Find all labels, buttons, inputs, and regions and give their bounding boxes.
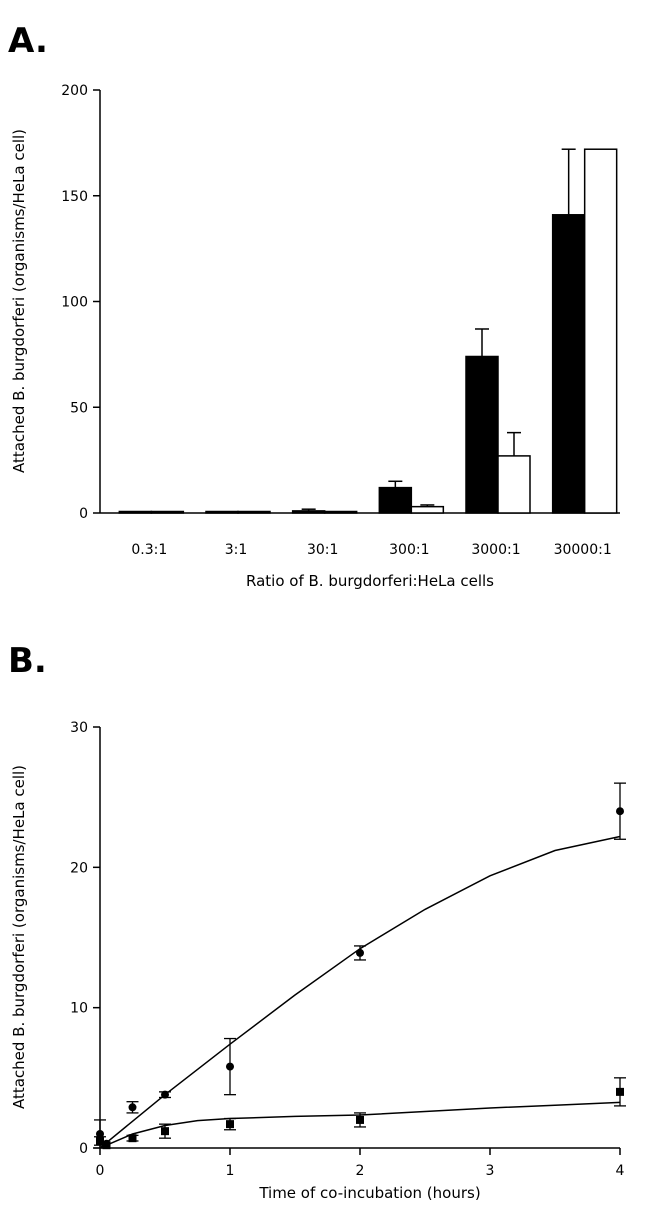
panel-b-label: B. — [8, 641, 47, 681]
panel-b-x-tick-label: 2 — [356, 1163, 365, 1179]
panel-b-fit-curve-square — [99, 1101, 621, 1149]
panel-b-point-circle — [96, 1129, 104, 1138]
panel-a-bar-filled — [291, 510, 326, 514]
panel-a-x-tick-label: 3:1 — [225, 542, 248, 558]
panel-a-bar-filled — [465, 355, 499, 514]
panel-b-y-tick-label: 20 — [70, 860, 88, 876]
panel-a-bar-filled — [205, 510, 239, 514]
panel-a-bar-open — [237, 510, 271, 514]
panel-b-y-axis-title: Attached B. burgdorferi (organisms/HeLa … — [10, 765, 28, 1109]
panel-b-fit-curve-circle — [99, 835, 621, 1149]
panel-a-bar-filled — [118, 510, 153, 514]
panel-b-point-square — [226, 1120, 234, 1129]
panel-b-point-circle — [128, 1103, 137, 1112]
panel-a-x-tick-label: 300:1 — [389, 542, 429, 558]
panel-a-x-axis-title: Ratio of B. burgdorferi:HeLa cells — [246, 572, 494, 590]
panel-a-bars — [118, 148, 618, 514]
panel-a-label: A. — [8, 21, 48, 61]
panel-b-point-square — [616, 1087, 624, 1096]
panel-a-y-tick-label: 200 — [61, 83, 88, 99]
panel-a: A. 0 50 100 150 200 0.3:1 3:1 30:1 300:1 3000:1 3… — [8, 21, 620, 590]
panel-a-y-tick-label: 150 — [61, 189, 88, 205]
panel-b-point-circle — [356, 948, 364, 957]
panel-b-point-square — [128, 1134, 137, 1143]
panel-a-y-tick-label: 0 — [79, 506, 88, 522]
panel-b-x-tick-label: 1 — [226, 1163, 235, 1179]
panel-a-x-tick-label: 30000:1 — [554, 542, 612, 558]
panel-a-bar-open — [583, 148, 618, 514]
panel-b-x-ticks: 0 1 2 3 4 — [96, 1148, 625, 1179]
panel-a-bar-open — [323, 510, 358, 514]
panel-b-point-circle — [226, 1062, 234, 1071]
panel-b: B. 0 10 20 30 0 1 2 3 4 Time of co-incubation (… — [8, 641, 626, 1202]
panel-b-point-circle — [616, 807, 624, 816]
panel-b-point-square — [356, 1115, 364, 1124]
panel-b-x-tick-label: 0 — [96, 1163, 105, 1179]
panel-a-bar-open — [410, 505, 445, 514]
panel-b-series — [94, 782, 626, 1150]
panel-a-y-tick-label: 50 — [70, 400, 88, 416]
panel-a-bar-open — [150, 510, 185, 514]
panel-a-y-tick-label: 100 — [61, 295, 88, 311]
panel-b-point-circle — [161, 1090, 169, 1099]
panel-a-bar-filled — [378, 486, 413, 514]
panel-b-y-tick-label: 0 — [79, 1141, 88, 1157]
panel-b-x-tick-label: 3 — [486, 1163, 495, 1179]
panel-a-bar-open — [497, 455, 531, 514]
panel-b-y-tick-label: 10 — [70, 1001, 88, 1017]
panel-b-x-axis-title: Time of co-incubation (hours) — [258, 1184, 480, 1202]
panel-a-x-ticks: 0.3:1 3:1 30:1 300:1 3000:1 30000:1 — [131, 542, 611, 558]
panel-b-point-square — [161, 1127, 169, 1136]
panel-a-x-tick-label: 30:1 — [307, 542, 338, 558]
panel-a-bar-filled — [551, 214, 586, 514]
panel-b-x-tick-label: 4 — [616, 1163, 625, 1179]
panel-a-y-axis-title: Attached B. burgdorferi (organisms/HeLa … — [10, 129, 28, 473]
panel-b-point-square — [102, 1141, 111, 1150]
panel-a-x-tick-label: 3000:1 — [471, 542, 520, 558]
panel-b-y-tick-label: 30 — [70, 720, 88, 736]
panel-a-x-tick-label: 0.3:1 — [131, 542, 167, 558]
panel-b-y-ticks: 0 10 20 30 — [70, 720, 100, 1157]
panel-b-point-square — [96, 1136, 104, 1145]
panel-a-y-ticks: 0 50 100 150 200 — [61, 83, 100, 522]
